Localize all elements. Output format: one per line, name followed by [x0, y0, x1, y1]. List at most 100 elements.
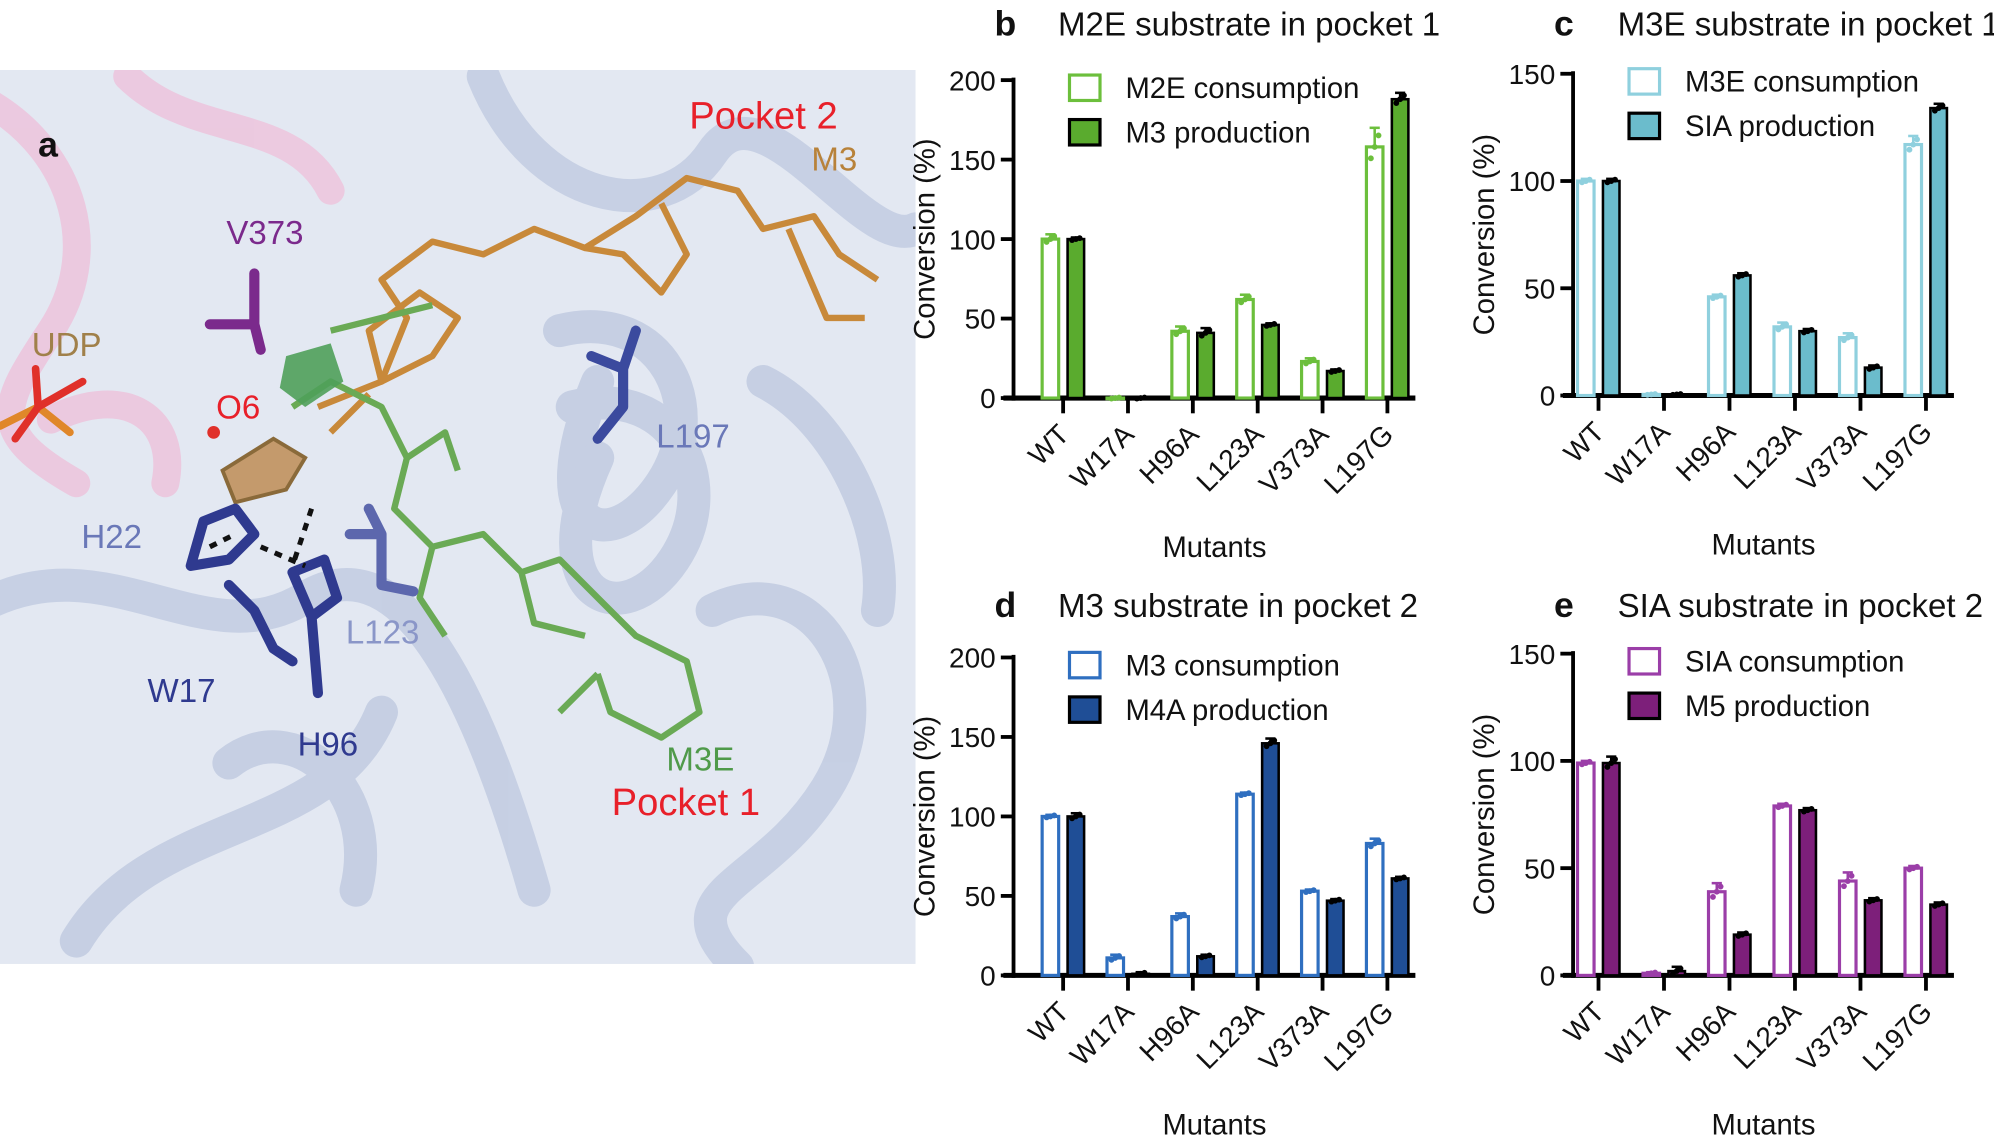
- legend-swatch-open: [1067, 73, 1102, 103]
- bar-production: [1066, 815, 1086, 977]
- data-point: [1586, 176, 1593, 183]
- x-tick-label: L197G: [1857, 996, 1938, 1077]
- bar-consumption: [1364, 145, 1385, 400]
- bar-production: [1390, 97, 1410, 400]
- chart-title: SIA substrate in pocket 2: [1618, 588, 1984, 625]
- y-tick-label: 50: [965, 881, 996, 912]
- bar-production: [1929, 903, 1949, 977]
- data-point: [1874, 363, 1880, 370]
- bar-production: [1732, 933, 1752, 977]
- data-point: [1612, 756, 1618, 763]
- label-l197: L197: [656, 419, 730, 456]
- y-tick-label: 50: [1524, 853, 1555, 884]
- legend-swatch-filled: [1627, 691, 1662, 721]
- chart-c: c M3E substrate in pocket 1 0 50 100 150 Conve…: [1469, 4, 1994, 562]
- data-point: [1906, 146, 1913, 153]
- x-axis-label: Mutants: [1712, 529, 1816, 561]
- bar-production: [1798, 329, 1818, 397]
- x-tick-label: L123A: [1728, 416, 1807, 495]
- legend-label: M5 production: [1685, 691, 1870, 723]
- y-tick-label: 150: [949, 145, 996, 176]
- bar-consumption: [1235, 297, 1255, 400]
- data-point: [1271, 321, 1278, 327]
- legend-swatch-filled: [1627, 111, 1662, 141]
- label-m3: M3: [811, 141, 857, 178]
- x-tick-label: W17A: [1600, 996, 1676, 1072]
- y-tick-label: 0: [980, 383, 996, 414]
- label-l123: L123: [346, 614, 420, 651]
- bar-production: [1863, 366, 1883, 397]
- legend-label: M3E consumption: [1685, 67, 1919, 99]
- bar-consumption: [1903, 866, 1924, 977]
- data-point: [1401, 874, 1407, 881]
- y-tick-label: 0: [1540, 381, 1556, 412]
- y-tick-label: 0: [980, 961, 996, 992]
- bar-consumption: [1040, 814, 1061, 977]
- y-tick-label: 200: [949, 643, 996, 674]
- legend-label: M2E consumption: [1125, 73, 1359, 105]
- legend-swatch-filled: [1067, 695, 1102, 724]
- bar-production: [1325, 369, 1345, 400]
- bar-production: [1601, 179, 1621, 397]
- bar-consumption: [1235, 792, 1255, 977]
- data-point: [1051, 233, 1058, 240]
- data-point: [1841, 883, 1847, 890]
- y-tick-label: 50: [965, 304, 996, 335]
- y-tick-label: 0: [1540, 961, 1556, 992]
- bar-production: [1066, 237, 1086, 400]
- data-point: [1310, 887, 1317, 894]
- bar-consumption: [1706, 890, 1727, 977]
- chart-d: d M3 substrate in pocket 2 0 50 100 150 200 Con…: [910, 585, 1418, 1135]
- panel-a-letter: a: [38, 124, 59, 164]
- data-point: [1914, 863, 1920, 870]
- hydrogen-bonds: [208, 507, 314, 569]
- legend-label: SIA production: [1685, 111, 1875, 143]
- bar-consumption: [1772, 804, 1793, 977]
- data-point: [1375, 132, 1382, 139]
- y-axis-label: Conversion (%): [910, 716, 942, 917]
- data-point: [1743, 271, 1749, 278]
- chart-b: b M2E substrate in pocket 1 0 50 100 150 200 Co…: [910, 4, 1440, 564]
- data-point: [1604, 763, 1611, 770]
- x-tick-label: WT: [1022, 419, 1075, 472]
- label-o6: O6: [216, 389, 260, 426]
- x-tick-label: V373A: [1791, 996, 1873, 1078]
- bar-production: [1798, 808, 1818, 977]
- x-axis-label: Mutants: [1712, 1109, 1816, 1135]
- m3e-ligand: [290, 302, 703, 741]
- data-point: [1375, 837, 1382, 844]
- data-point: [1808, 806, 1815, 812]
- x-tick-label: V373A: [1791, 416, 1873, 498]
- x-tick-label: V373A: [1253, 996, 1335, 1078]
- legend-label: SIA consumption: [1685, 646, 1904, 678]
- data-point: [1141, 394, 1148, 401]
- m3e-ring: [279, 343, 344, 407]
- data-point: [1939, 102, 1946, 109]
- data-point: [1310, 356, 1317, 363]
- x-tick-label: L123A: [1728, 996, 1807, 1075]
- y-tick-label: 150: [949, 722, 996, 753]
- data-point: [1743, 930, 1749, 937]
- data-point: [1336, 367, 1343, 373]
- data-point: [1677, 965, 1684, 972]
- y-axis-label: Conversion (%): [1469, 714, 1501, 915]
- bar-production: [1732, 274, 1752, 397]
- data-point: [1051, 812, 1058, 819]
- udp-phosphate: [0, 364, 87, 443]
- label-pocket-2: Pocket 2: [689, 94, 837, 137]
- legend-swatch-open: [1067, 650, 1102, 680]
- data-point: [1586, 758, 1593, 765]
- legend-label: M3 production: [1125, 117, 1310, 149]
- data-point: [1783, 321, 1790, 328]
- data-point: [1848, 872, 1855, 879]
- x-axis-label: Mutants: [1162, 1109, 1266, 1135]
- y-tick-label: 100: [1509, 166, 1556, 197]
- legend-label: M4A production: [1125, 695, 1328, 727]
- data-point: [1393, 100, 1400, 106]
- data-point: [1181, 325, 1187, 332]
- data-point: [1076, 811, 1083, 818]
- data-point: [1677, 391, 1684, 397]
- label-h96: H96: [298, 726, 359, 763]
- x-tick-label: W17A: [1064, 996, 1140, 1072]
